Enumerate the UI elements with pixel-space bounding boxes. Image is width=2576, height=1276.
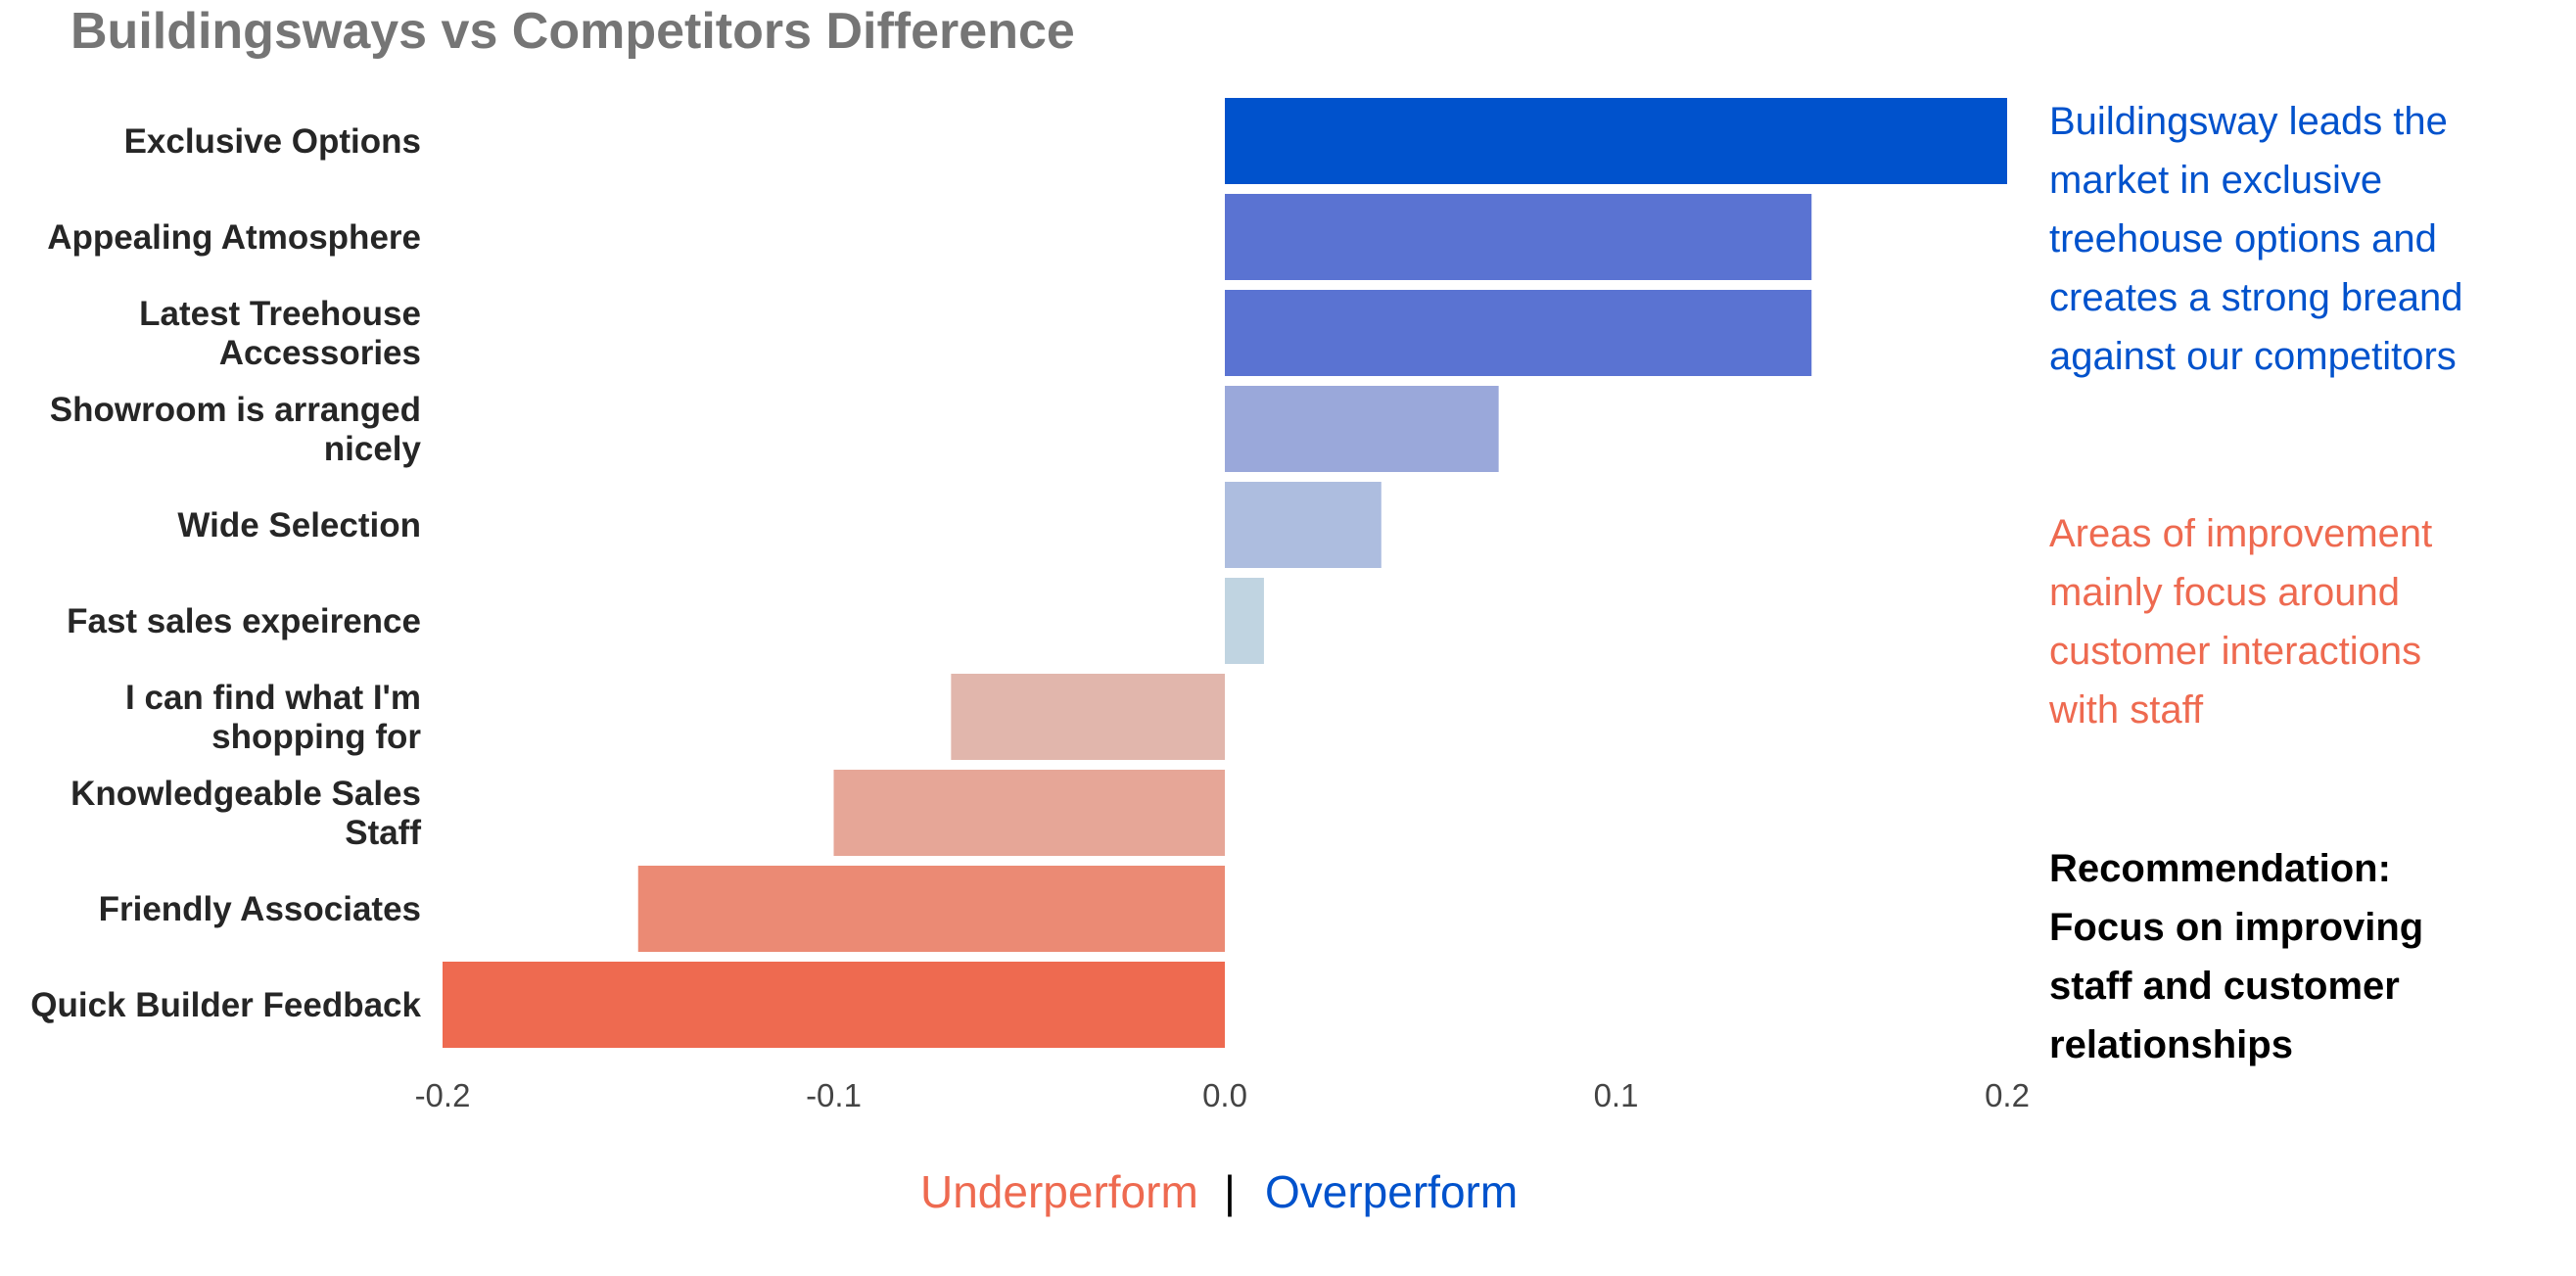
category-label: Latest Treehouse Accessories <box>139 295 421 372</box>
bars-group <box>443 98 2007 1048</box>
annotation-line: Recommendation: <box>2049 847 2391 890</box>
annotation-line: Areas of improvement <box>2049 512 2433 555</box>
annotation-areas-of-improvement: Areas of improvement mainly focus around… <box>2049 504 2576 739</box>
category-label: Showroom is arranged nicely <box>50 391 422 468</box>
annotation-line: relationships <box>2049 1023 2293 1066</box>
bar <box>1225 98 2007 184</box>
annotation-line: creates a strong breand <box>2049 276 2463 319</box>
legend-overperform: Overperform <box>1265 1166 1519 1217</box>
bar <box>951 674 1225 760</box>
bar <box>833 770 1225 856</box>
legend-separator: | <box>1224 1166 1236 1217</box>
annotation-line: market in exclusive <box>2049 159 2383 202</box>
category-labels: Exclusive Options Appealing Atmosphere Lat… <box>30 122 421 1024</box>
category-label: Appealing Atmosphere <box>47 218 421 257</box>
bar <box>1225 290 1812 376</box>
category-label: Quick Builder Feedback <box>30 986 421 1024</box>
category-label: Friendly Associates <box>99 890 421 928</box>
bar <box>1225 386 1499 472</box>
annotation-line: with staff <box>2049 688 2204 732</box>
annotation-line: customer interactions <box>2049 630 2422 673</box>
annotation-line: mainly focus around <box>2049 571 2400 614</box>
chart-title: Buildingsways vs Competitors Difference <box>70 3 1075 60</box>
legend-underperform: Underperform <box>920 1166 1198 1217</box>
bar <box>1225 482 1382 568</box>
x-tick-label: -0.1 <box>806 1077 862 1113</box>
x-axis-ticks: -0.2 -0.1 0.0 0.1 0.2 <box>415 1077 2030 1113</box>
x-tick-label: 0.2 <box>1985 1077 2030 1113</box>
annotation-line: Focus on improving <box>2049 906 2424 949</box>
category-label: Fast sales expeirence <box>67 602 421 640</box>
category-label: I can find what I'm shopping for <box>125 679 421 756</box>
bar <box>1225 578 1264 664</box>
x-tick-label: 0.0 <box>1202 1077 1247 1113</box>
bar <box>443 962 1225 1048</box>
x-tick-label: 0.1 <box>1594 1077 1639 1113</box>
annotation-recommendation: Recommendation: Focus on improving staff… <box>2049 839 2576 1074</box>
annotation-line: treehouse options and <box>2049 217 2437 260</box>
bar <box>637 866 1225 952</box>
annotation-line: staff and customer <box>2049 965 2400 1008</box>
category-label: Knowledgeable Sales Staff <box>70 775 421 852</box>
bar <box>1225 194 1812 280</box>
category-label: Exclusive Options <box>124 122 421 161</box>
x-tick-label: -0.2 <box>415 1077 471 1113</box>
category-label: Wide Selection <box>177 506 421 544</box>
annotation-lead-market: Buildingsway leads the market in exclusi… <box>2049 92 2576 386</box>
annotation-line: Buildingsway leads the <box>2049 100 2448 143</box>
annotation-line: against our competitors <box>2049 335 2457 378</box>
